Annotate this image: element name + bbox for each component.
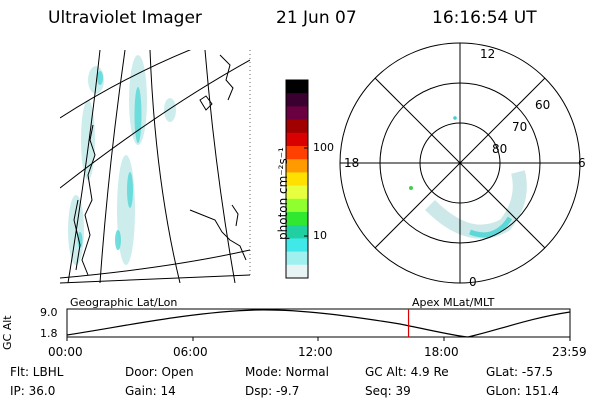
xtick-1800: 18:00 (424, 345, 459, 359)
door-info: Door: Open (125, 365, 194, 379)
colorbar-segment (286, 264, 308, 279)
date-label: 21 Jun 07 (276, 8, 357, 28)
altitude-curve (66, 309, 571, 338)
xtick-2359: 23:59 (552, 345, 587, 359)
alt-ytick-9: 9.0 (40, 306, 58, 319)
colorbar-segment (286, 172, 308, 187)
dsp-info: Dsp: -9.7 (245, 384, 300, 398)
xtick-1200: 12:00 (298, 345, 333, 359)
colorbar-segment (286, 185, 308, 200)
instrument-title: Ultraviolet Imager (48, 8, 202, 28)
glon-info: GLon: 151.4 (486, 384, 559, 398)
mlt-label-0: 0 (469, 275, 477, 289)
colorbar-segment (286, 93, 308, 107)
colorbar-segment (286, 238, 308, 253)
ip-info: IP: 36.0 (10, 384, 56, 398)
colorbar-segment (286, 198, 308, 213)
colorbar-tick-10: 10 (313, 229, 327, 242)
colorbar-segment (286, 106, 308, 121)
mlt-label-18: 18 (344, 156, 360, 170)
colorbar-segment (286, 212, 308, 226)
lat-label-70: 70 (512, 120, 528, 134)
alt-ytick-1.8: 1.8 (40, 327, 58, 340)
coastline (81, 124, 96, 276)
lat-label-80: 80 (492, 142, 508, 156)
time-label: 16:16:54 UT (432, 8, 537, 28)
mlt-label-6: 6 (578, 156, 586, 170)
gain-info: Gain: 14 (125, 384, 176, 398)
colorbar-segment (286, 225, 308, 239)
colorbar-segment (286, 132, 308, 147)
apex-title: Apex MLat/MLT (412, 296, 495, 309)
colorbar-segment (286, 251, 308, 266)
colorbar-segment (286, 119, 308, 134)
seq-info: Seq: 39 (365, 384, 411, 398)
colorbar-segment (286, 146, 308, 160)
filter-info: Flt: LBHL (10, 365, 64, 379)
xtick-0000: 00:00 (48, 345, 83, 359)
colorbar-segment (286, 159, 308, 173)
xtick-0600: 06:00 (173, 345, 208, 359)
glat-info: GLat: -57.5 (486, 365, 553, 379)
lat-label-60: 60 (535, 98, 551, 112)
geographic-title: Geographic Lat/Lon (70, 296, 178, 309)
polar-aurora-oval (409, 116, 527, 239)
colorbar-tick-100: 100 (313, 141, 334, 154)
mode-info: Mode: Normal (245, 365, 329, 379)
mlt-label-12: 12 (480, 47, 496, 61)
gc-alt-info: GC Alt: 4.9 Re (365, 365, 449, 379)
colorbar-segment (286, 80, 308, 94)
